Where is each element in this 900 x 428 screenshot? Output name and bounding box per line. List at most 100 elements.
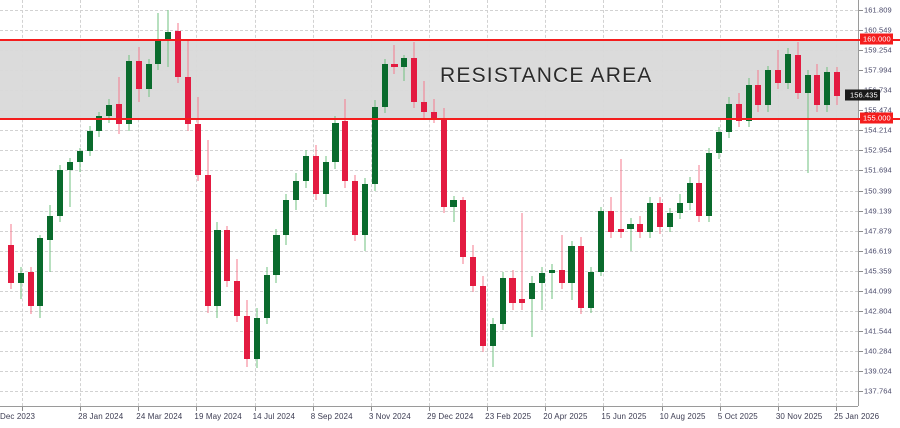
price-tick-label: 144.099 [864,286,892,296]
candlestick [293,173,300,210]
date-tick [370,407,372,411]
candle-body [96,116,103,131]
gridline-v [312,0,314,406]
candlestick [509,270,516,310]
candlestick [755,70,762,112]
candlestick [568,241,575,301]
candle-wick [541,266,543,310]
candlestick [617,159,624,239]
candle-body [302,155,310,182]
date-tick-label: 24 Mar 2024 [136,412,183,421]
candle-body [509,277,516,304]
price-tick-label: 150.399 [864,186,892,196]
candlestick [716,127,723,160]
candlestick [302,149,310,188]
candle-body [745,84,752,122]
candlestick [194,97,201,182]
candle-body [548,269,555,274]
date-tick [836,407,837,411]
candle-body [17,273,24,283]
price-tick [859,29,863,31]
candlestick [637,216,644,239]
gridline-v [370,0,372,406]
candlestick [7,224,14,289]
candle-body [145,64,152,90]
candlestick [696,165,703,223]
price-axis[interactable]: 161.809160.549159.254157.994156.734155.4… [845,0,900,406]
candlestick [656,197,664,234]
price-tick [859,311,863,313]
candlestick [834,67,841,106]
date-tick [777,407,779,411]
price-tick-label: 151.694 [864,165,892,175]
candle-wick [620,159,622,239]
date-tick [661,407,663,411]
candlestick [411,41,418,109]
candle-body [607,211,614,232]
candle-body [725,103,732,133]
date-tick-label: 30 Nov 2025 [775,412,823,421]
candle-body [834,71,841,96]
candlestick [647,197,654,239]
candlestick [27,266,34,315]
price-tick [859,150,863,152]
gridline-v [138,0,140,406]
candle-body [76,151,83,163]
candle-body [479,285,487,347]
candlestick [204,140,211,313]
resistance-lower-line[interactable] [0,117,900,120]
candlestick [686,176,693,210]
price-tick-label: 160.549 [864,25,892,35]
price-tick-label: 147.879 [864,226,892,236]
candlestick [283,193,290,245]
resistance-upper-badge[interactable]: 160.000 [860,33,893,45]
candlestick [17,266,24,299]
candlestick [765,65,772,112]
candle-body [293,181,300,201]
candle-body [125,60,132,125]
candlestick [470,244,477,293]
price-tick [859,391,863,392]
price-tick [859,230,863,232]
candle-body [637,224,644,232]
candlestick [37,235,44,318]
candle-body [135,60,142,90]
date-axis[interactable]: Dec 2023 28 Jan 2024 24 Mar 2024 19 May 202… [0,406,879,428]
candle-body [204,174,211,307]
date-tick [603,407,605,411]
price-tick [859,50,863,52]
plot-area[interactable]: RESISTANCE AREA [0,0,858,406]
candle-body [824,71,831,106]
last-price-badge[interactable]: 156.435 [845,89,880,101]
candlestick [175,22,182,84]
gridline-v [719,0,721,406]
price-tick [859,190,863,192]
price-tick-label: 157.994 [864,65,892,75]
candle-body [735,103,742,122]
candle-body [755,84,762,106]
price-tick [859,110,863,112]
resistance-upper-line[interactable] [0,38,900,41]
candle-body [597,211,605,272]
candle-body [37,238,44,307]
gridline-v [429,0,430,406]
price-tick [859,351,863,353]
candlestick [538,266,546,310]
resistance-lower-badge[interactable]: 155.000 [860,112,893,124]
candlestick [745,78,752,128]
date-tick [487,407,489,411]
candlestick [263,266,270,324]
candle-wick [521,212,523,310]
price-tick-label: 152.954 [864,145,892,155]
candlestick [519,212,526,310]
gridline-v [196,0,198,406]
candle-body [489,323,496,347]
candlestick [489,317,496,367]
candlestick [224,225,231,288]
candle-wick [807,70,809,174]
candle-body [696,182,703,217]
candle-body [814,75,821,106]
candlestick [735,92,742,128]
candlestick [430,98,437,123]
candlestick [784,48,791,90]
